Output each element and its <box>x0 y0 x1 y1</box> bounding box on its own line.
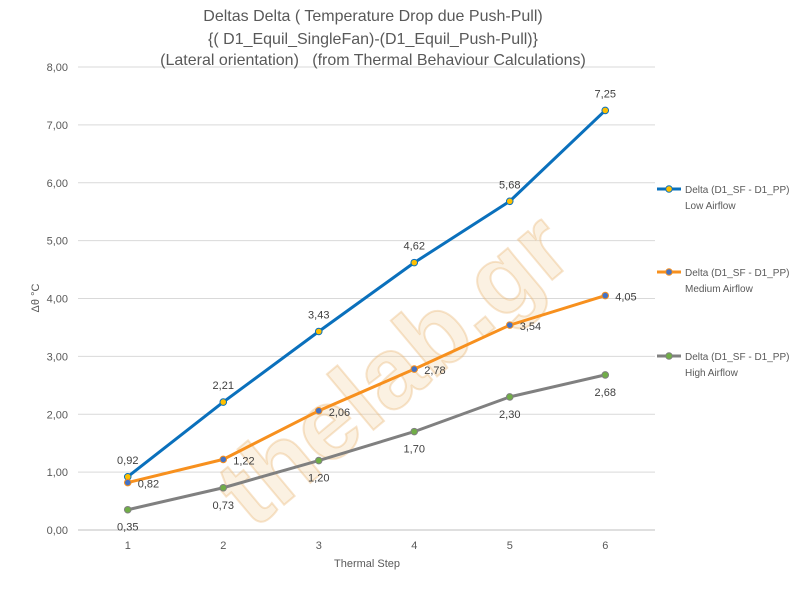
y-tick-label: 7,00 <box>47 120 68 132</box>
x-tick-label: 2 <box>220 540 226 552</box>
legend: Delta (D1_SF - D1_PP) Low Airflow Delta … <box>657 185 789 379</box>
data-label: 0,92 <box>117 455 138 467</box>
x-tick-label: 5 <box>507 540 513 552</box>
series-line-high-airflow <box>126 373 607 512</box>
data-point <box>601 371 610 379</box>
legend-entry-medium-airflow: Delta (D1_SF - D1_PP) Medium Airflow <box>657 268 789 295</box>
data-label: 2,30 <box>499 409 520 421</box>
y-tick-label: 4,00 <box>47 294 68 306</box>
series-medium-airflow: 0,82 1,22 2,06 2,78 3,54 4,05 <box>123 291 637 491</box>
y-tick-labels: 0,00 1,00 2,00 3,00 4,00 5,00 6,00 7,00 8,00 <box>47 62 68 537</box>
chart-title-line-1: Deltas Delta ( Temperature Drop due Push… <box>203 8 542 25</box>
x-tick-label: 3 <box>316 540 322 552</box>
chart-title-line-3: (Lateral orientation) (from Thermal Beha… <box>160 52 586 69</box>
data-point <box>314 327 323 336</box>
legend-entry-high-airflow: Delta (D1_SF - D1_PP) High Airflow <box>657 352 789 379</box>
y-tick-label: 1,00 <box>47 467 68 479</box>
data-point <box>505 393 514 401</box>
x-tick-label: 4 <box>411 540 417 552</box>
data-label: 2,68 <box>595 387 616 399</box>
legend-label-line-2: Low Airflow <box>685 201 736 212</box>
x-tick-labels: 1 2 3 4 5 6 <box>125 540 609 552</box>
plot-series: 0,92 2,21 3,43 4,62 5,68 7,25 0,82 1,22 2,06 2,78… <box>117 88 637 533</box>
legend-swatch-marker <box>665 352 673 360</box>
legend-swatch-marker <box>665 268 673 276</box>
data-point <box>314 406 323 415</box>
data-point <box>219 483 228 492</box>
data-point <box>123 505 132 514</box>
data-point <box>505 321 514 329</box>
data-label: 4,05 <box>615 292 636 304</box>
data-point <box>314 456 323 465</box>
data-point <box>123 478 132 487</box>
legend-label-line-2: Medium Airflow <box>685 284 754 295</box>
data-label: 0,35 <box>117 522 138 534</box>
data-label: 1,20 <box>308 473 329 485</box>
data-label: 2,06 <box>329 407 350 419</box>
data-label: 3,43 <box>308 309 329 321</box>
data-label: 4,62 <box>404 241 425 253</box>
data-point <box>410 365 419 373</box>
y-tick-label: 6,00 <box>47 178 68 190</box>
y-tick-label: 0,00 <box>47 525 68 537</box>
data-label: 7,25 <box>595 88 616 100</box>
data-label: 3,54 <box>520 321 541 333</box>
y-tick-label: 2,00 <box>47 409 68 421</box>
gridlines <box>78 66 655 531</box>
series-line-low-airflow <box>126 108 607 479</box>
data-label: 0,73 <box>213 500 234 512</box>
chart-title: Deltas Delta ( Temperature Drop due Push… <box>160 8 586 69</box>
data-point <box>601 106 610 115</box>
chart-title-line-2: {( D1_Equil_SingleFan)-(D1_Equil_Push-Pu… <box>208 31 539 48</box>
data-point <box>410 427 419 436</box>
data-point <box>410 258 419 267</box>
data-label: 5,68 <box>499 179 520 191</box>
data-point <box>505 197 514 206</box>
data-label: 0,82 <box>138 479 159 491</box>
x-tick-label: 6 <box>602 540 608 552</box>
data-point <box>219 398 228 406</box>
data-label: 2,21 <box>213 380 234 392</box>
legend-label-line-1: Delta (D1_SF - D1_PP) <box>685 185 789 196</box>
x-tick-label: 1 <box>125 540 131 552</box>
data-label: 1,70 <box>404 444 425 456</box>
legend-label-line-1: Delta (D1_SF - D1_PP) <box>685 268 789 279</box>
data-label: 1,22 <box>233 455 254 467</box>
y-tick-label: 5,00 <box>47 236 68 248</box>
data-point <box>219 455 228 464</box>
legend-swatch-marker <box>665 185 673 193</box>
y-tick-label: 3,00 <box>47 351 68 363</box>
y-axis-title: Δθ °C <box>30 284 42 313</box>
legend-label-line-1: Delta (D1_SF - D1_PP) <box>685 352 789 363</box>
y-tick-label: 8,00 <box>47 62 68 74</box>
series-high-airflow: 0,35 0,73 1,20 1,70 2,30 2,68 <box>117 371 616 534</box>
legend-entry-low-airflow: Delta (D1_SF - D1_PP) Low Airflow <box>657 185 789 212</box>
data-label: 2,78 <box>424 365 445 377</box>
series-line-medium-airflow <box>126 294 607 485</box>
x-axis-title: Thermal Step <box>334 558 400 570</box>
legend-label-line-2: High Airflow <box>685 368 739 379</box>
data-point <box>601 291 610 300</box>
